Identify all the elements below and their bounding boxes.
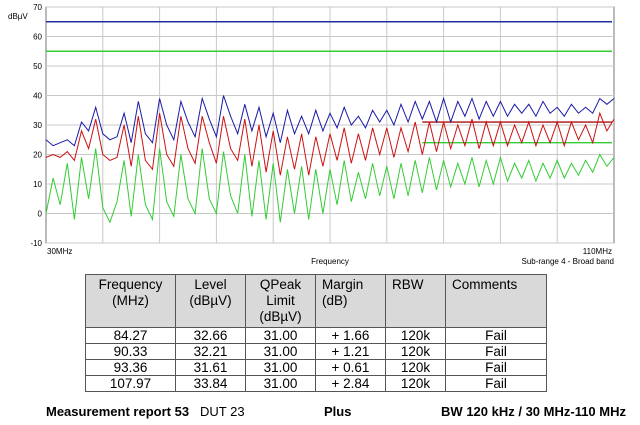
- header-line: (dBµV): [259, 309, 302, 324]
- y-tick-label: 70: [33, 3, 42, 12]
- limit-lines: [46, 21, 612, 144]
- y-tick-label: 10: [33, 180, 42, 189]
- header-line: Level: [194, 277, 227, 292]
- header-line: (dBµV): [189, 293, 232, 308]
- col-header-frequency: Frequency (MHz): [85, 274, 176, 328]
- header-line: RBW: [392, 277, 424, 292]
- cell-margin: + 2.84: [315, 375, 386, 392]
- cell-comment: Fail: [445, 327, 547, 344]
- y-tick-labels: -10 0 10 20 30 40 50 60 70: [30, 3, 42, 248]
- plus-label: Plus: [324, 404, 352, 419]
- col-header-margin: Margin (dB): [315, 274, 386, 328]
- header-line: Frequency: [98, 277, 163, 292]
- cell-level: 32.66: [175, 327, 246, 344]
- table-header-row: Frequency (MHz) Level (dBµV) QPeak Limit (dB…: [85, 274, 547, 328]
- col-header-rbw: RBW: [385, 274, 446, 328]
- series-line: [45, 148, 615, 224]
- y-tick-label: -10: [30, 239, 42, 248]
- cell-margin: + 1.21: [315, 343, 386, 360]
- table-row: 90.33 32.21 31.00 + 1.21 120k Fail: [85, 343, 547, 360]
- series-line: [45, 111, 615, 176]
- bandwidth-label: BW 120 kHz / 30 MHz-110 MHz: [441, 404, 626, 419]
- y-tick-label: 0: [38, 210, 43, 219]
- header-line: (MHz): [112, 293, 149, 308]
- y-tick-label: 30: [33, 121, 42, 130]
- results-table: Frequency (MHz) Level (dBµV) QPeak Limit (dB…: [85, 274, 547, 392]
- footer: Measurement report 53 DUT 23 Plus BW 120…: [46, 404, 626, 422]
- table-row: 84.27 32.66 31.00 + 1.66 120k Fail: [85, 327, 547, 344]
- cell-comment: Fail: [445, 343, 547, 360]
- x-tick-label-end: 110MHz: [583, 247, 612, 256]
- emission-chart: -10 0 10 20 30 40 50 60 70 dBµV 30MHz 110MHz Fre…: [8, 3, 615, 266]
- report-title: Measurement report 53: [46, 404, 190, 419]
- col-header-comments: Comments: [445, 274, 547, 328]
- y-tick-label: 50: [33, 62, 42, 71]
- cell-frequency: 84.27: [85, 327, 176, 344]
- cell-level: 31.61: [175, 359, 246, 376]
- subrange-label: Sub-range 4 - Broad band: [521, 257, 614, 266]
- header-line: Margin: [322, 277, 364, 292]
- cell-rbw: 120k: [385, 359, 446, 376]
- table-row: 93.36 31.61 31.00 + 0.61 120k Fail: [85, 359, 547, 376]
- cell-frequency: 93.36: [85, 359, 176, 376]
- cell-rbw: 120k: [385, 375, 446, 392]
- header-line: QPeak: [259, 277, 302, 292]
- cell-limit: 31.00: [245, 343, 316, 360]
- cell-margin: + 1.66: [315, 327, 386, 344]
- y-axis-label: dBµV: [8, 12, 28, 21]
- cell-frequency: 90.33: [85, 343, 176, 360]
- y-tick-label: 40: [33, 92, 42, 101]
- series-lines: [45, 95, 615, 224]
- header-line: Comments: [452, 277, 518, 292]
- cell-frequency: 107.97: [85, 375, 176, 392]
- series-line: [45, 95, 615, 147]
- y-tick-label: 60: [33, 33, 42, 42]
- x-tick-label-start: 30MHz: [47, 247, 72, 256]
- header-line: (dB): [322, 293, 348, 308]
- col-header-qpeak-limit: QPeak Limit (dBµV): [245, 274, 316, 328]
- grid: [46, 6, 614, 244]
- table-row: 107.97 33.84 31.00 + 2.84 120k Fail: [85, 375, 547, 392]
- header-line: Limit: [266, 293, 295, 308]
- y-tick-label: 20: [33, 151, 42, 160]
- cell-margin: + 0.61: [315, 359, 386, 376]
- cell-comment: Fail: [445, 375, 547, 392]
- cell-limit: 31.00: [245, 359, 316, 376]
- cell-limit: 31.00: [245, 327, 316, 344]
- cell-rbw: 120k: [385, 327, 446, 344]
- x-axis-label: Frequency: [311, 257, 349, 266]
- cell-comment: Fail: [445, 359, 547, 376]
- col-header-level: Level (dBµV): [175, 274, 246, 328]
- cell-rbw: 120k: [385, 343, 446, 360]
- cell-limit: 31.00: [245, 375, 316, 392]
- cell-level: 32.21: [175, 343, 246, 360]
- dut-label: DUT 23: [200, 404, 245, 419]
- cell-level: 33.84: [175, 375, 246, 392]
